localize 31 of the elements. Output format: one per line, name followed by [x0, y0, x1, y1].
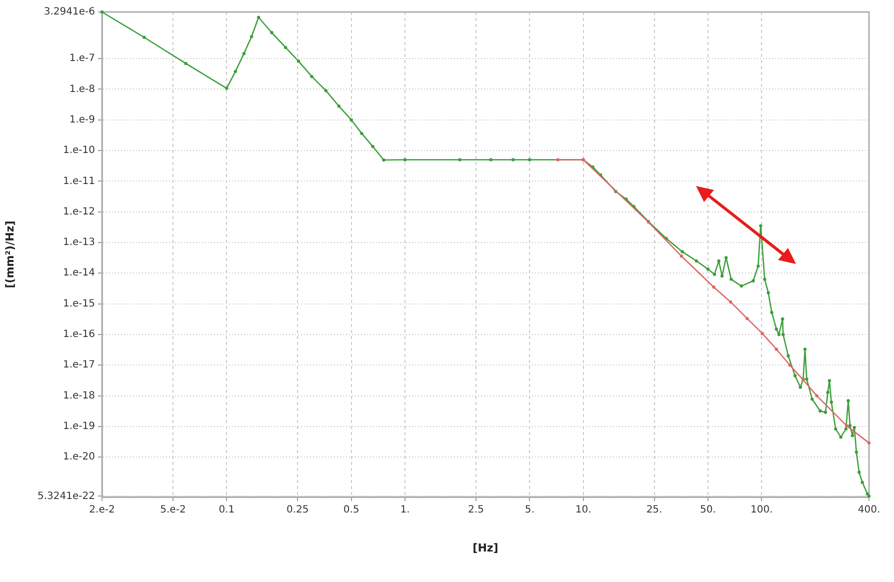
- y-tick-label: 1.e-18: [62, 390, 95, 402]
- x-tick-label: 2.e-2: [89, 504, 115, 516]
- y-tick-label: 1.e-20: [62, 452, 95, 463]
- y-tick-label: 1.e-14: [62, 268, 95, 279]
- x-tick-label: 50.: [700, 504, 716, 516]
- y-tick-label: 1.e-17: [62, 360, 95, 371]
- y-tick-label: 1.e-10: [62, 145, 95, 156]
- y-tick-label: 1.e-9: [69, 114, 95, 126]
- y-axis-title: [(mm²)/Hz]: [3, 220, 16, 288]
- y-tick-label: 1.e-12: [62, 206, 95, 218]
- x-tick-label: 2.5: [468, 504, 484, 516]
- y-tick-label: 5.3241e-22: [38, 490, 95, 502]
- x-tick-label: 10.: [575, 504, 592, 516]
- x-tick-label: 0.25: [286, 504, 309, 516]
- y-tick-label: 1.e-16: [62, 329, 95, 340]
- y-tick-label: 1.e-19: [62, 421, 95, 432]
- y-tick-label: 3.2941e-6: [44, 6, 95, 18]
- x-tick-label: 5.e-2: [160, 504, 186, 516]
- y-tick-label: 1.e-13: [62, 237, 95, 248]
- y-tick-label: 1.e-8: [69, 84, 95, 95]
- x-tick-label: 400.: [858, 504, 880, 516]
- x-tick-label: 0.5: [343, 504, 360, 516]
- y-tick-label: 1.e-15: [62, 298, 95, 310]
- x-tick-label: 5.: [524, 504, 534, 516]
- x-tick-label: 100.: [750, 504, 773, 516]
- x-tick-label: 25.: [646, 504, 662, 516]
- y-tick-label: 1.e-11: [62, 176, 95, 187]
- y-tick-label: 1.e-7: [69, 53, 95, 64]
- x-tick-label: 1.: [400, 504, 410, 516]
- x-tick-label: 0.1: [218, 504, 235, 516]
- x-axis-title: [Hz]: [472, 541, 498, 554]
